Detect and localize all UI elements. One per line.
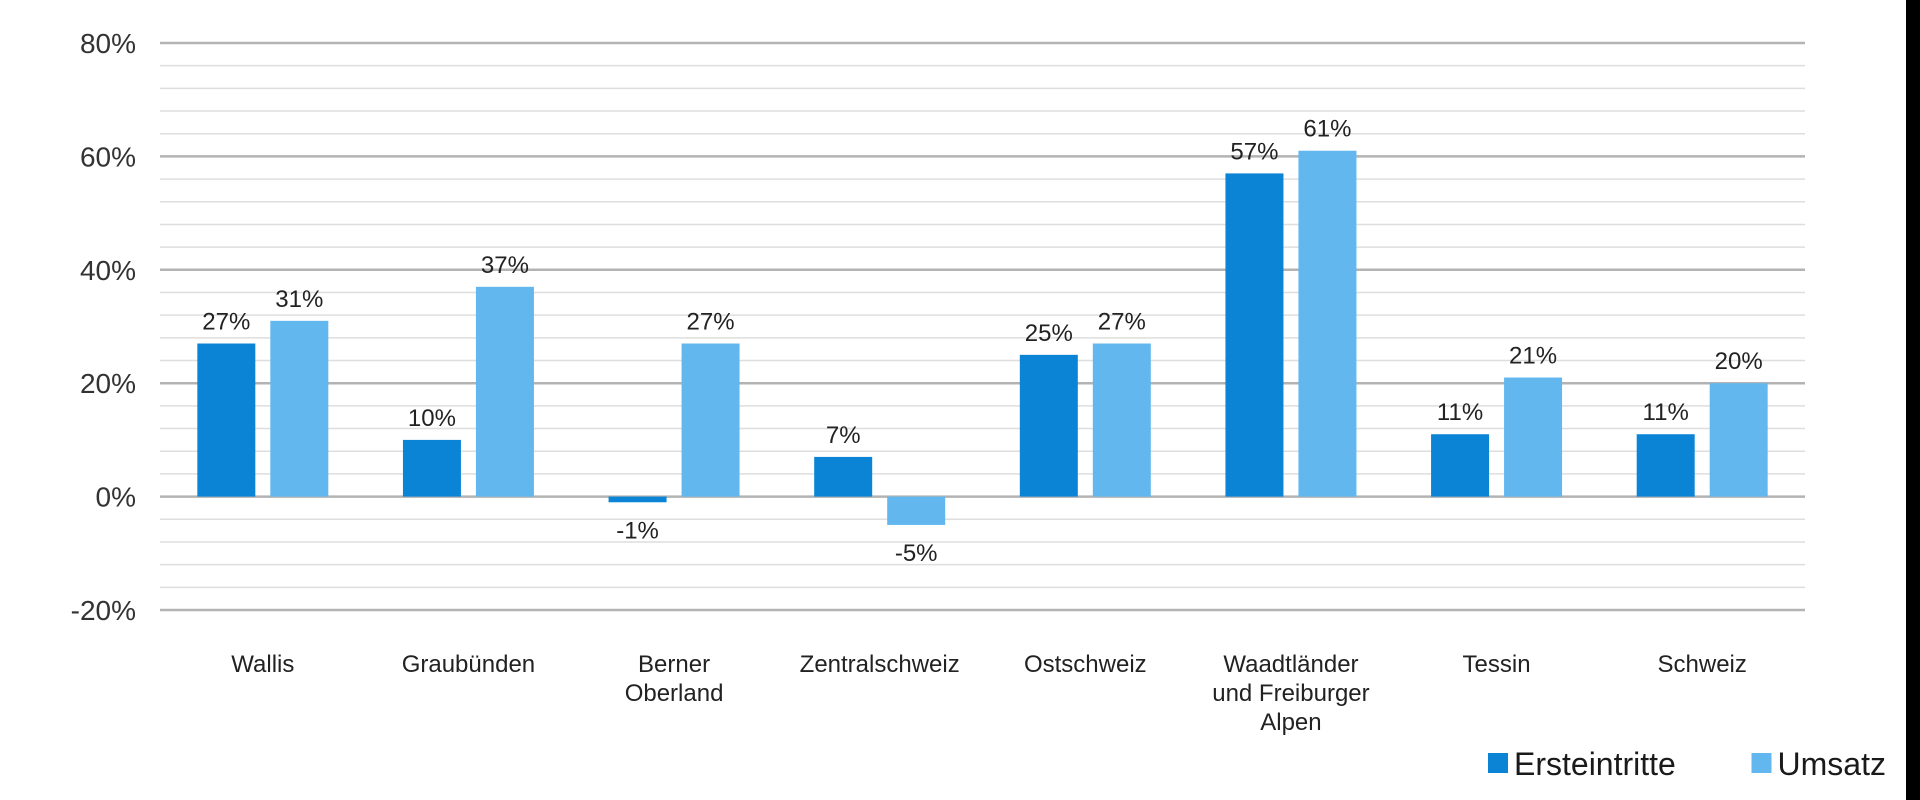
y-tick-label: -20%: [71, 595, 136, 626]
data-label: 61%: [1303, 116, 1351, 143]
y-tick-label: 20%: [80, 368, 136, 399]
data-label: 25%: [1025, 320, 1073, 347]
y-tick-label: 0%: [96, 482, 136, 513]
category-label: Schweiz: [1658, 651, 1747, 678]
data-label: 27%: [687, 309, 735, 336]
data-label: 21%: [1509, 343, 1557, 370]
bar-umsatz: [1298, 150, 1357, 497]
category-label: Zentralschweiz: [800, 651, 960, 678]
bar-ersteintritte: [1225, 173, 1284, 497]
data-label: 10%: [408, 405, 456, 432]
bar-umsatz: [1709, 383, 1768, 497]
bar-ersteintritte: [1431, 434, 1490, 497]
category-label: Wallis: [231, 651, 294, 678]
y-tick-label: 40%: [80, 255, 136, 286]
bar-umsatz: [1092, 343, 1151, 497]
bar-umsatz: [270, 320, 329, 497]
data-label: -5%: [895, 540, 938, 567]
bar-ersteintritte: [1636, 434, 1695, 497]
data-label: 57%: [1230, 138, 1278, 165]
data-label: -1%: [616, 517, 659, 544]
grid-layer: [160, 41, 1805, 612]
bar-ersteintritte: [402, 439, 461, 497]
legend-swatch: [1751, 753, 1772, 773]
y-tick-label: 60%: [80, 141, 136, 172]
category-label: Graubünden: [402, 651, 535, 678]
bar-umsatz: [475, 286, 534, 497]
legend-swatch: [1488, 753, 1508, 773]
bar-ersteintritte: [608, 496, 667, 503]
data-labels-layer: 27% 31% 10% 37% -1% 27% 7% -5% 25% 27% 57% 61% 11% 21…: [202, 116, 1762, 567]
bar-ersteintritte: [814, 456, 873, 497]
bar-umsatz: [681, 343, 740, 497]
category-label: Ostschweiz: [1024, 651, 1147, 678]
data-label: 31%: [275, 286, 323, 313]
data-label: 7%: [826, 422, 861, 449]
data-label: 27%: [1098, 309, 1146, 336]
bars-layer: [197, 150, 1768, 525]
bar-umsatz: [1504, 377, 1563, 497]
bar-ersteintritte: [1019, 354, 1078, 497]
category-labels-layer: Wallis Graubünden Berner Oberland Zentralsch…: [231, 651, 1747, 736]
legend: Ersteintritte Umsatz: [1488, 746, 1886, 782]
legend-label: Ersteintritte: [1514, 746, 1676, 782]
data-label: 20%: [1715, 348, 1763, 375]
legend-label: Umsatz: [1778, 746, 1886, 782]
category-label: Berner Oberland: [625, 651, 724, 707]
data-label: 11%: [1643, 399, 1689, 426]
data-label: 37%: [481, 252, 529, 279]
data-label: 11%: [1437, 399, 1483, 426]
category-label: Waadtländer und Freiburger Alpen: [1212, 651, 1369, 736]
bar-umsatz: [887, 496, 946, 525]
bar-ersteintritte: [197, 343, 256, 497]
data-label: 27%: [202, 309, 250, 336]
y-tick-label: 80%: [80, 28, 136, 59]
category-label: Tessin: [1463, 651, 1531, 678]
y-axis-ticks: -20% 0% 20% 40% 60% 80%: [71, 28, 136, 626]
